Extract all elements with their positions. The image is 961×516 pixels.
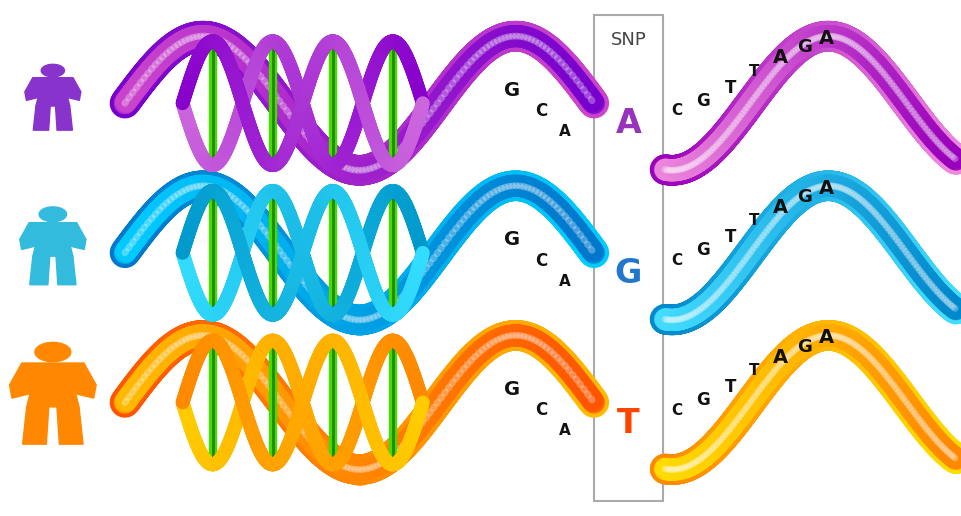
Polygon shape	[67, 77, 81, 100]
Text: G: G	[697, 241, 710, 259]
Text: C: C	[671, 103, 682, 119]
Polygon shape	[25, 77, 38, 100]
Text: G: G	[505, 81, 520, 100]
Text: C: C	[671, 253, 682, 268]
Text: C: C	[671, 402, 682, 418]
Text: A: A	[559, 423, 571, 439]
Polygon shape	[30, 256, 50, 285]
Text: T: T	[725, 79, 736, 96]
Polygon shape	[22, 363, 84, 407]
Text: T: T	[725, 229, 736, 246]
Text: A: A	[773, 348, 788, 366]
Text: T: T	[750, 213, 759, 229]
Polygon shape	[39, 207, 66, 222]
Text: A: A	[819, 329, 834, 347]
Polygon shape	[56, 106, 72, 130]
Text: A: A	[773, 198, 788, 217]
Text: C: C	[535, 401, 547, 419]
Text: T: T	[725, 378, 736, 396]
Text: G: G	[697, 391, 710, 409]
Text: A: A	[819, 179, 834, 198]
Text: G: G	[505, 231, 520, 249]
Polygon shape	[70, 223, 86, 250]
Polygon shape	[76, 363, 96, 398]
Polygon shape	[56, 256, 76, 285]
Text: A: A	[559, 273, 571, 289]
Polygon shape	[34, 106, 50, 130]
Text: G: G	[505, 380, 520, 399]
Polygon shape	[35, 343, 71, 362]
Text: C: C	[535, 102, 547, 120]
Polygon shape	[57, 407, 83, 444]
Polygon shape	[20, 223, 36, 250]
Text: T: T	[617, 407, 640, 440]
Text: C: C	[535, 252, 547, 269]
Text: A: A	[559, 124, 571, 139]
Polygon shape	[41, 64, 64, 77]
Polygon shape	[10, 363, 30, 398]
Text: A: A	[616, 107, 641, 140]
Polygon shape	[23, 407, 49, 444]
Text: G: G	[615, 257, 642, 290]
Text: G: G	[797, 338, 812, 356]
Text: A: A	[773, 49, 788, 67]
Bar	[594, 15, 663, 501]
Polygon shape	[33, 77, 73, 106]
Text: A: A	[819, 29, 834, 48]
Text: T: T	[750, 63, 759, 79]
Text: G: G	[797, 188, 812, 206]
Text: T: T	[750, 363, 759, 378]
Text: G: G	[697, 92, 710, 109]
Text: SNP: SNP	[610, 31, 647, 49]
Text: G: G	[797, 39, 812, 56]
Polygon shape	[29, 223, 77, 256]
